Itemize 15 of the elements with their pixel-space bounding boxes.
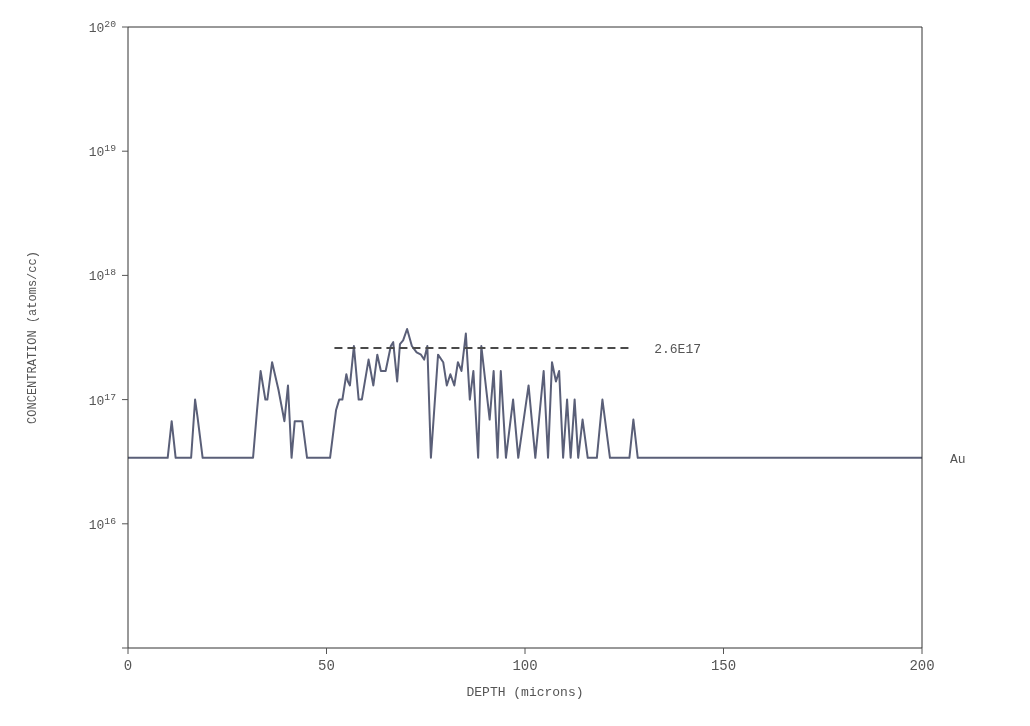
x-tick-label: 150	[710, 658, 737, 674]
x-tick-label: 0	[123, 658, 133, 674]
x-axis-title: DEPTH (microns)	[466, 685, 584, 700]
y-tick-label: 10$^{20}$	[88, 18, 117, 36]
x-tick-label: 50	[318, 658, 335, 674]
y-axis-title: CONCENTRATION (atoms/cc)	[26, 251, 41, 424]
series-label: 2.6E17	[654, 342, 701, 358]
x-tick-label: 200	[909, 658, 935, 674]
y-tick-label: 10$^{18}$	[88, 266, 117, 285]
line-series	[128, 328, 922, 459]
y-tick-label: 10$^{19}$	[88, 142, 117, 161]
y-tick-label: 10$^{17}$	[88, 391, 117, 409]
text: Au	[950, 451, 966, 467]
y-tick-label: 10$^{16}$	[88, 515, 117, 533]
x-tick-label: 100	[512, 658, 538, 674]
